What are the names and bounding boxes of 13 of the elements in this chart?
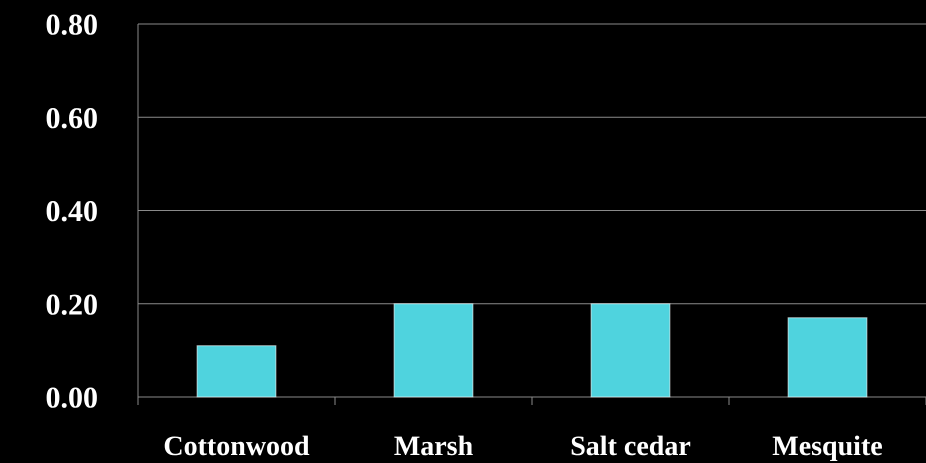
- y-tick-label: 0.40: [46, 195, 98, 228]
- y-tick-label: 0.80: [46, 8, 98, 42]
- x-tick-label: Salt cedar: [570, 431, 691, 462]
- y-tick-label: 0.00: [46, 382, 98, 414]
- bar: [590, 303, 670, 398]
- bar: [196, 345, 276, 398]
- bar: [394, 303, 474, 398]
- y-tick-label: 0.60: [46, 102, 98, 135]
- x-tick-label: Mesquite: [772, 431, 883, 462]
- bar: [788, 317, 868, 398]
- x-tick-label: Marsh: [394, 431, 474, 462]
- y-tick-label: 0.20: [46, 288, 98, 322]
- x-tick-label: Cottonwood: [163, 431, 310, 462]
